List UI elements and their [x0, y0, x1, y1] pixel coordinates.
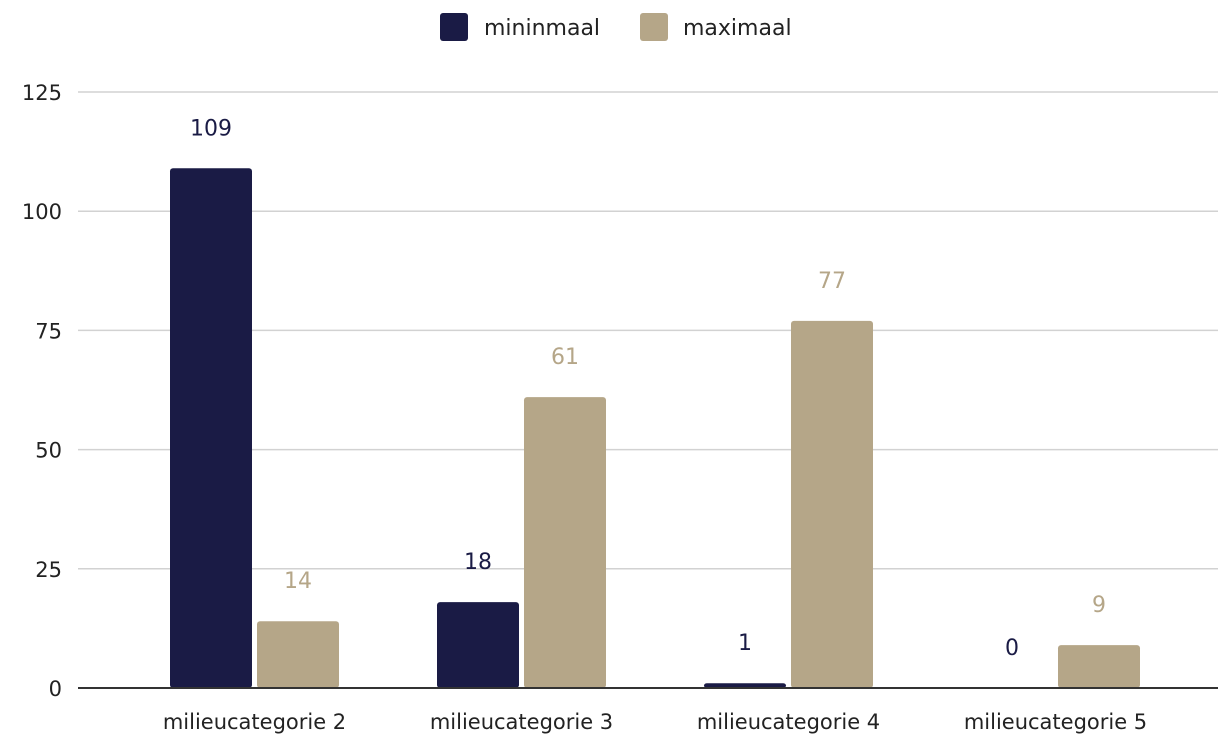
legend-swatch-maximaal[interactable]	[640, 13, 668, 41]
y-tick-label: 125	[22, 81, 62, 105]
bar-mininmaal-4[interactable]	[704, 683, 786, 688]
bar-mininmaal-2[interactable]	[170, 168, 252, 689]
legend-label-mininmaal[interactable]: mininmaal	[484, 16, 600, 41]
data-label: 77	[818, 269, 846, 294]
gridlines	[78, 91, 1218, 570]
data-label: 0	[1005, 636, 1019, 661]
legend-label-maximaal[interactable]: maximaal	[683, 16, 792, 41]
data-label: 61	[551, 345, 579, 370]
y-tick-label: 100	[22, 200, 62, 224]
bar-maximaal-3[interactable]	[524, 397, 606, 688]
legend-swatch-mininmaal[interactable]	[440, 13, 468, 41]
y-axis: 0 25 50 75 100 125	[22, 81, 62, 701]
bar-mininmaal-3[interactable]	[437, 602, 519, 688]
x-axis: milieucategorie 2 milieucategorie 3 milieu…	[78, 687, 1218, 734]
x-tick-label: milieucategorie 4	[697, 710, 880, 734]
bar-maximaal-2[interactable]	[257, 621, 339, 688]
data-label: 14	[284, 569, 312, 594]
y-tick-label: 75	[35, 319, 62, 343]
x-tick-label: milieucategorie 5	[964, 710, 1147, 734]
y-tick-label: 25	[35, 558, 62, 582]
data-label: 9	[1092, 593, 1106, 618]
data-label: 18	[464, 550, 492, 575]
y-tick-label: 50	[35, 439, 62, 463]
y-tick-label: 0	[49, 677, 62, 701]
bar-maximaal-4[interactable]	[791, 320, 873, 688]
x-tick-label: milieucategorie 3	[430, 710, 613, 734]
x-tick-label: milieucategorie 2	[163, 710, 346, 734]
bar-maximaal-5[interactable]	[1058, 645, 1140, 688]
data-labels: 109 14 18 61 1 77 0 9	[190, 116, 1106, 661]
data-label: 109	[190, 116, 232, 141]
bars	[170, 168, 1140, 689]
data-label: 1	[738, 631, 752, 656]
legend[interactable]: mininmaal maximaal	[440, 13, 792, 41]
